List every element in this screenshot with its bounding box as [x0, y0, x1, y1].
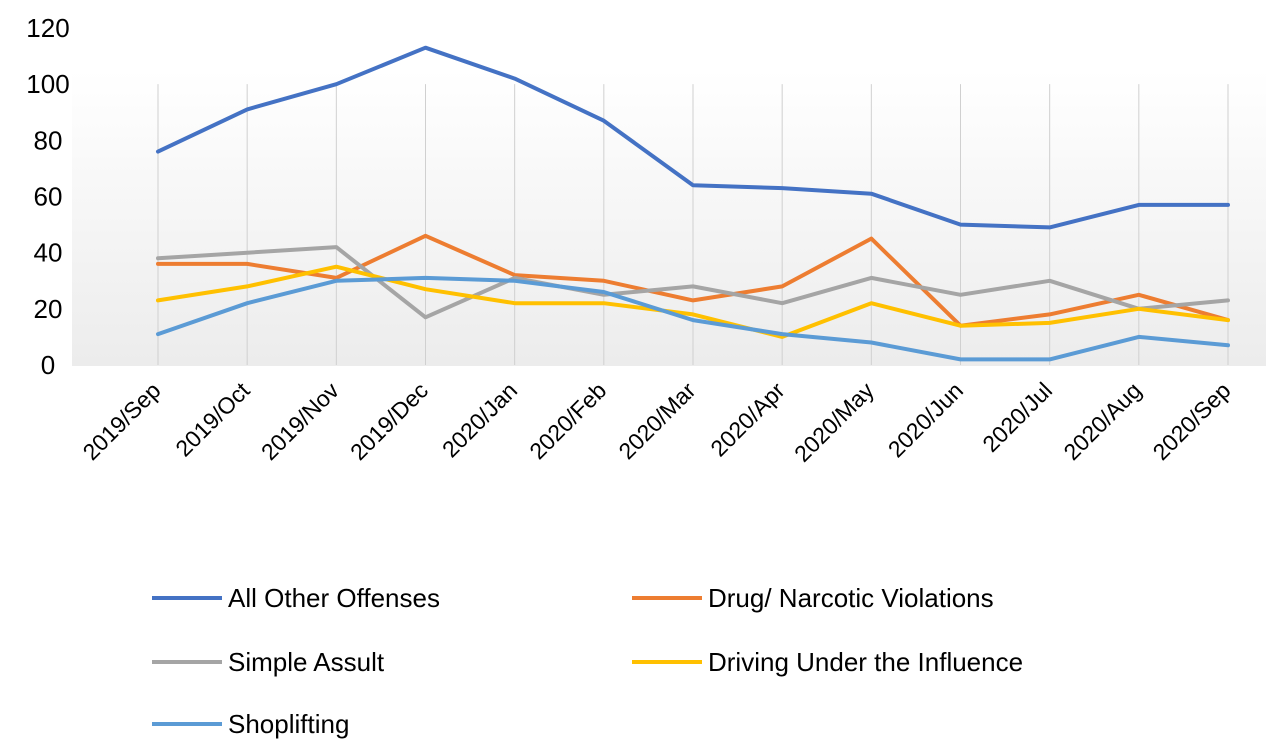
y-tick-label: 120: [26, 13, 69, 43]
x-tick-label: 2019/Sep: [78, 377, 166, 465]
legend-label-drug-narcotic-violations: Drug/ Narcotic Violations: [708, 583, 994, 613]
y-tick-label: 20: [34, 294, 63, 324]
legend-label-driving-under-the-influence: Driving Under the Influence: [708, 647, 1023, 677]
x-tick-label: 2020/Apr: [705, 377, 790, 462]
series-lines: [156, 45, 1230, 362]
x-tick-label: 2020/Jan: [437, 377, 522, 462]
x-tick-label: 2020/Feb: [524, 377, 611, 464]
y-tick-label: 100: [26, 69, 69, 99]
series-line-drug-narcotic-violations: [156, 233, 1230, 328]
x-tick-label: 2019/Dec: [345, 377, 433, 465]
x-tick-label: 2020/May: [789, 377, 879, 467]
legend-label-shoplifting: Shoplifting: [228, 709, 349, 739]
series-line-shoplifting: [156, 275, 1230, 362]
y-tick-label: 0: [41, 350, 55, 380]
plot-area: [72, 70, 1266, 366]
series-line-simple-assult: [156, 245, 1230, 320]
legend: All Other Offenses Drug/ Narcotic Violati…: [152, 583, 1023, 739]
x-tick-label: 2020/Sep: [1148, 377, 1236, 465]
x-tick-label: 2020/Jun: [883, 377, 968, 462]
x-tick-label: 2020/Jul: [977, 377, 1057, 457]
y-tick-label: 60: [34, 182, 63, 212]
y-tick-label: 80: [34, 125, 63, 155]
x-axis: 2019/Sep 2019/Oct 2019/Nov 2019/Dec 2020/Jan…: [78, 377, 1236, 467]
x-tick-label: 2019/Oct: [170, 377, 255, 462]
y-axis: 0 20 40 60 80 100 120: [26, 13, 69, 380]
legend-label-all-other-offenses: All Other Offenses: [228, 583, 440, 613]
x-tick-label: 2020/Mar: [613, 377, 700, 464]
x-tick-label: 2019/Nov: [256, 377, 344, 465]
y-tick-label: 40: [34, 238, 63, 268]
legend-label-simple-assult: Simple Assult: [228, 647, 385, 677]
series-line-all-other-offenses: [156, 45, 1230, 230]
series-line-driving-under-the-influence: [156, 264, 1230, 339]
x-tick-label: 2020/Aug: [1058, 377, 1146, 465]
